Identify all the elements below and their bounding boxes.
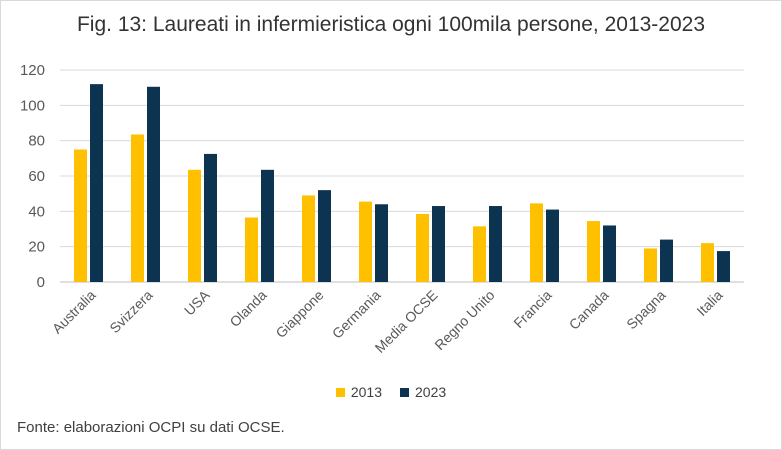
bar-2013-germania <box>359 201 372 282</box>
x-tick-label: Svizzera <box>106 287 155 336</box>
legend-label-2013: 2013 <box>350 384 382 400</box>
gridlines <box>60 69 744 283</box>
y-tick-label: 100 <box>20 97 45 114</box>
chart-title: Fig. 13: Laureati in infermieristica ogn… <box>76 13 706 36</box>
source-note: Fonte: elaborazioni OCPI su dati OCSE. <box>17 419 285 436</box>
legend-swatch-2023 <box>400 387 409 397</box>
bar-2023-giappone <box>318 190 331 282</box>
bar-2013-olanda <box>245 217 258 282</box>
x-tick-label: Olanda <box>226 287 269 330</box>
bar-2023-svizzera <box>147 86 160 283</box>
bar-2013-svizzera <box>131 134 144 282</box>
x-tick-label: USA <box>181 286 213 318</box>
bar-2013-usa <box>188 169 201 282</box>
bar-2013-canada <box>587 221 600 282</box>
y-tick-label: 80 <box>28 133 45 150</box>
bar-2013-giappone <box>302 195 315 282</box>
legend-label-2023: 2023 <box>415 384 447 400</box>
bar-2023-italia <box>717 251 730 282</box>
bars <box>74 84 730 283</box>
x-tick-label: Spagna <box>623 287 669 333</box>
x-tick-label: Regno Unito <box>431 287 497 353</box>
bar-2023-canada <box>603 225 616 282</box>
bar-2013-spagna <box>644 248 657 282</box>
legend-swatch-2013 <box>335 387 345 397</box>
bar-2023-olanda <box>261 169 274 282</box>
bar-2013-regno-unito <box>473 226 486 282</box>
x-tick-label: Canada <box>566 287 612 333</box>
y-tick-label: 0 <box>37 274 45 291</box>
bar-2023-germania <box>375 204 388 282</box>
bar-2013-francia <box>530 203 543 282</box>
bar-2023-usa <box>204 153 217 282</box>
bar-2023-francia <box>546 209 559 282</box>
bar-2023-media-ocse <box>432 206 445 282</box>
x-tick-label: Giappone <box>272 287 326 341</box>
y-axis-ticks: 0 20 40 60 80 100 120 <box>20 62 45 291</box>
y-tick-label: 40 <box>28 203 45 220</box>
legend: 2013 2023 <box>1 384 781 400</box>
x-tick-label: Germania <box>329 287 384 342</box>
legend-item-2023: 2023 <box>400 384 446 400</box>
x-tick-label: Australia <box>49 287 99 337</box>
x-tick-label: Italia <box>693 287 725 319</box>
y-tick-label: 60 <box>28 168 45 185</box>
bar-2023-regno-unito <box>489 206 502 282</box>
bar-2023-australia <box>90 84 103 282</box>
bar-2023-spagna <box>660 239 673 282</box>
y-tick-label: 20 <box>28 239 45 256</box>
x-axis-ticks: Australia Svizzera USA Olanda Giappone German… <box>49 286 726 356</box>
y-tick-label: 120 <box>20 62 45 79</box>
legend-item-2013: 2013 <box>335 384 382 400</box>
bar-2013-australia <box>74 149 87 282</box>
x-tick-label: Francia <box>510 287 554 331</box>
bar-2013-media-ocse <box>416 213 429 282</box>
bar-2013-italia <box>701 243 714 282</box>
